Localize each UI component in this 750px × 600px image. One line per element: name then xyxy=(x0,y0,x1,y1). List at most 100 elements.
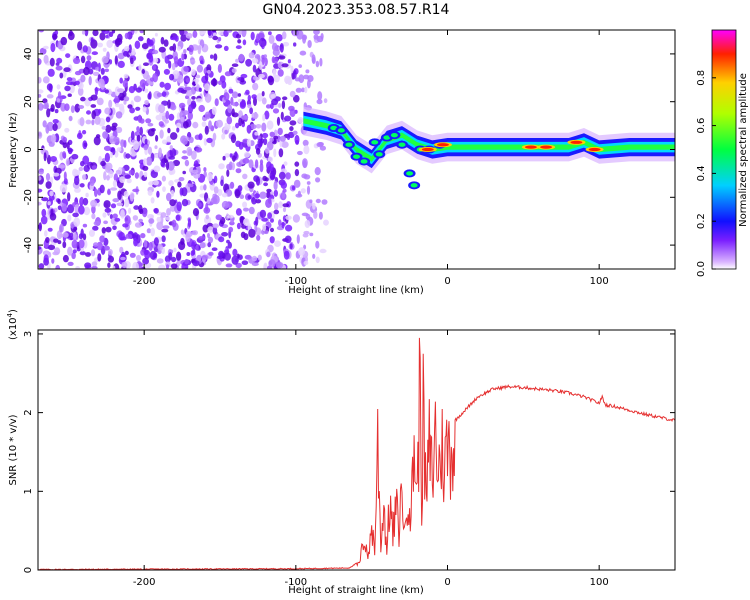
noise-speckle xyxy=(296,234,300,244)
noise-speckle xyxy=(118,231,125,241)
noise-speckle xyxy=(307,40,312,48)
noise-speckle xyxy=(146,228,152,234)
x-tick-label: -200 xyxy=(133,577,156,588)
ridge-blob-core xyxy=(345,142,353,147)
noise-speckle xyxy=(168,60,172,69)
noise-speckle xyxy=(307,79,311,89)
noise-speckle xyxy=(281,31,287,40)
noise-speckle xyxy=(231,112,239,118)
noise-speckle xyxy=(47,68,55,77)
noise-speckle xyxy=(263,263,267,269)
noise-speckle xyxy=(148,241,153,251)
noise-speckle xyxy=(112,225,117,231)
noise-speckle xyxy=(129,193,134,202)
noise-speckle xyxy=(184,159,190,167)
noise-speckle xyxy=(65,158,70,167)
noise-speckle xyxy=(203,167,207,172)
noise-speckle xyxy=(131,234,137,239)
noise-speckle xyxy=(192,30,198,38)
noise-speckle xyxy=(289,90,296,98)
noise-speckle xyxy=(262,223,267,232)
noise-speckle xyxy=(237,93,242,97)
noise-speckle xyxy=(112,265,116,269)
noise-speckle xyxy=(218,80,222,86)
noise-speckle xyxy=(207,242,212,248)
noise-speckle xyxy=(242,157,250,164)
noise-speckle xyxy=(192,121,199,129)
noise-speckle xyxy=(99,184,105,194)
noise-speckle xyxy=(191,169,199,174)
noise-speckle xyxy=(293,94,300,103)
noise-speckle xyxy=(168,180,174,187)
noise-speckle xyxy=(131,48,136,55)
noise-speckle xyxy=(133,140,139,151)
noise-speckle xyxy=(175,214,181,221)
noise-speckle xyxy=(204,125,209,135)
noise-speckle xyxy=(176,127,180,133)
noise-speckle xyxy=(207,69,211,74)
noise-speckle xyxy=(142,257,150,265)
noise-speckle xyxy=(275,262,283,269)
noise-speckle xyxy=(304,220,311,228)
noise-speckle xyxy=(103,200,111,209)
noise-speckle xyxy=(74,103,81,113)
noise-speckle xyxy=(45,181,52,189)
noise-speckle xyxy=(86,55,92,61)
noise-speckle xyxy=(84,262,92,269)
noise-speckle xyxy=(200,30,207,35)
noise-speckle xyxy=(72,212,79,218)
noise-speckle xyxy=(192,230,198,236)
noise-speckle xyxy=(235,122,240,129)
noise-speckle xyxy=(93,242,99,247)
noise-speckle xyxy=(278,148,284,158)
noise-speckle xyxy=(299,50,307,56)
noise-speckle xyxy=(241,115,249,120)
noise-speckle xyxy=(59,225,63,233)
hot-spot-core xyxy=(436,143,449,147)
noise-speckle xyxy=(231,102,239,107)
noise-speckle xyxy=(217,63,222,73)
noise-speckle xyxy=(161,139,168,145)
noise-speckle xyxy=(64,127,70,133)
noise-speckle xyxy=(102,30,110,34)
noise-speckle xyxy=(134,222,142,228)
noise-speckle xyxy=(50,104,55,112)
noise-speckle xyxy=(169,148,177,158)
noise-speckle xyxy=(234,189,241,199)
noise-speckle xyxy=(273,148,277,158)
noise-speckle xyxy=(199,185,204,191)
noise-speckle xyxy=(60,102,66,112)
noise-speckle xyxy=(125,233,133,239)
noise-speckle xyxy=(143,158,148,166)
noise-speckle xyxy=(52,33,58,40)
noise-speckle xyxy=(143,144,149,151)
noise-speckle xyxy=(268,34,275,44)
noise-speckle xyxy=(102,158,106,162)
noise-speckle xyxy=(153,207,159,214)
noise-speckle xyxy=(138,64,142,71)
noise-speckle xyxy=(303,145,310,155)
noise-speckle xyxy=(128,44,132,54)
noise-speckle xyxy=(281,100,286,110)
noise-speckle xyxy=(46,83,53,91)
noise-speckle xyxy=(139,79,147,88)
noise-speckle xyxy=(94,115,101,125)
noise-speckle xyxy=(104,89,110,94)
noise-speckle xyxy=(313,210,318,219)
noise-speckle xyxy=(312,253,316,259)
noise-speckle xyxy=(281,63,289,68)
noise-speckle xyxy=(56,98,61,103)
noise-speckle xyxy=(99,235,105,243)
noise-speckle xyxy=(164,55,170,64)
noise-speckle xyxy=(223,92,230,101)
noise-speckle xyxy=(38,103,44,111)
noise-speckle xyxy=(281,141,289,149)
noise-speckle xyxy=(124,215,131,225)
noise-speckle xyxy=(272,108,280,114)
noise-speckle xyxy=(247,104,252,109)
noise-speckle xyxy=(278,103,282,108)
noise-speckle xyxy=(43,45,49,50)
noise-speckle xyxy=(116,202,124,207)
noise-speckle xyxy=(71,252,76,260)
